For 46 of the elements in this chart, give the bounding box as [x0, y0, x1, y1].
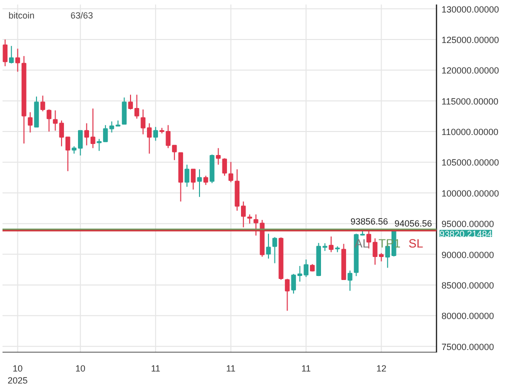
candlestick [122, 96, 127, 125]
candlestick [2, 38, 8, 67]
candlestick [348, 270, 352, 292]
y-tick-label: 120000.00000 [442, 66, 500, 76]
candlestick [272, 236, 278, 264]
y-tick-label: 115000.00000 [442, 96, 498, 106]
candlestick [203, 175, 208, 186]
y-tick-label: 125000.00000 [442, 34, 500, 45]
candlestick [266, 233, 271, 260]
x-tick-label: 11 [301, 364, 311, 374]
y-tick-label: 100000.00000 [442, 188, 500, 198]
candlestick [15, 48, 20, 72]
candlestick [40, 95, 46, 112]
y-tick-label: 80000.00000 [442, 311, 494, 322]
y-tick-label: 110000.00000 [442, 127, 498, 138]
candlestick [216, 148, 221, 166]
candlestick [153, 126, 158, 142]
candlestick [284, 278, 290, 312]
y-tick-label: 90000.00000 [442, 250, 494, 260]
candlestick [197, 168, 202, 198]
candlestick [190, 168, 196, 190]
candlestick [28, 112, 33, 133]
x-tick-label: 12 [376, 364, 386, 374]
candlestick [254, 214, 258, 236]
candlestick [328, 236, 334, 253]
x-tick-label: 10 2025 [8, 364, 28, 386]
text: 93820.21484 [440, 228, 492, 239]
candlestick [9, 45, 14, 64]
annotation: 94056.56 [394, 218, 432, 228]
text: bitcoin [8, 10, 35, 20]
candlestick [222, 158, 227, 176]
x-tick-label: 11 [150, 364, 160, 374]
text: 63/63 [70, 10, 94, 20]
candlestick [184, 164, 190, 188]
y-tick-label: 75000.00000 [442, 342, 494, 352]
candlestick [46, 108, 52, 132]
x-tick-label: 10 [75, 364, 86, 374]
y-tick-label: 105000.00000 [442, 158, 500, 168]
candlestick [228, 161, 234, 183]
y-tick-label: 130000.00000 [442, 4, 500, 14]
x-tick-label: 11 [226, 364, 236, 374]
ref-line-label: SL [408, 236, 424, 251]
y-tick-label: 85000.00000 [442, 280, 494, 290]
candlestick [247, 214, 252, 224]
y-tick-label: 95000.00000 [442, 219, 494, 230]
annotation: 93856.56 [350, 216, 388, 227]
